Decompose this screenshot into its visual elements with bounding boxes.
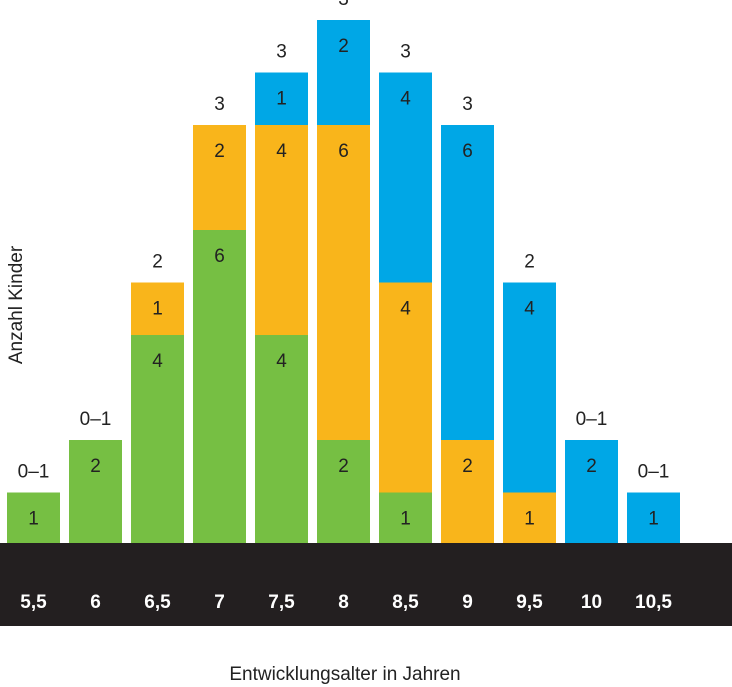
bar-segment (379, 72, 432, 283)
x-tick-label: 9,5 (516, 592, 543, 613)
bar-segment (131, 282, 184, 335)
bar-top-label: 3 (214, 94, 225, 115)
bar-segment (379, 492, 432, 545)
bar-value-label: 2 (90, 456, 101, 477)
bar-top-label: 3 (338, 0, 349, 10)
bar-segment (193, 230, 246, 545)
bar-top-label: 2 (524, 252, 535, 273)
x-axis-band (0, 543, 732, 626)
bar-top-label: 3 (400, 42, 411, 63)
y-axis-label: Anzahl Kinder (6, 245, 27, 364)
bar-value-label: 4 (400, 299, 411, 320)
bar-value-label: 1 (648, 509, 659, 530)
bar-value-label: 1 (400, 509, 411, 530)
bar-segment (131, 335, 184, 545)
bar-value-label: 6 (214, 246, 225, 267)
bar-segment (69, 440, 122, 545)
bar-value-label: 1 (276, 89, 287, 110)
bar-top-label: 0–1 (638, 462, 670, 483)
bar-segment (193, 125, 246, 230)
x-tick-label: 6,5 (144, 592, 171, 613)
bar-segment (255, 125, 308, 335)
bar-top-label: 0–1 (18, 462, 50, 483)
bar-value-label: 4 (524, 299, 535, 320)
x-tick-label: 10,5 (635, 592, 672, 613)
bar-value-label: 1 (28, 509, 39, 530)
bar-segment (255, 72, 308, 125)
x-tick-labels: 5,5 6 6,5 7 7,5 8 8,5 9 9,5 10 10,5 (20, 592, 672, 613)
bar-value-label: 4 (400, 89, 411, 110)
bar-value-label: 2 (586, 456, 597, 477)
bar-top-label: 2 (152, 252, 163, 273)
x-tick-label: 6 (90, 592, 101, 613)
bar-segment (441, 440, 494, 545)
x-tick-label: 7,5 (268, 592, 295, 613)
x-axis-label: Entwicklungsalter in Jahren (229, 664, 460, 685)
bar-top-label: 3 (276, 42, 287, 63)
bar-segment (317, 125, 370, 440)
x-tick-label: 10 (581, 592, 602, 613)
bar-segment (317, 440, 370, 545)
bars-layer: 1 0–1 2 0–1 4 1 2 6 2 3 4 4 1 3 2 6 2 3 1 4 4 3 2 6 3 1 4 2 2 0–1 1 0–1 (7, 0, 680, 545)
bar-value-label: 6 (338, 141, 349, 162)
bar-value-label: 4 (276, 141, 287, 162)
bar-value-label: 4 (152, 351, 163, 372)
bar-value-label: 1 (524, 509, 535, 530)
x-tick-label: 8,5 (392, 592, 419, 613)
x-tick-label: 8 (338, 592, 349, 613)
bar-value-label: 6 (462, 141, 473, 162)
bar-segment (503, 492, 556, 545)
bar-segment (441, 125, 494, 440)
bar-value-label: 2 (462, 456, 473, 477)
x-tick-label: 7 (214, 592, 225, 613)
bar-value-label: 2 (338, 36, 349, 57)
bar-top-label: 0–1 (576, 409, 608, 430)
x-tick-label: 5,5 (20, 592, 47, 613)
bar-segment (503, 282, 556, 493)
bar-top-label: 0–1 (80, 409, 112, 430)
bar-segment (379, 282, 432, 493)
bar-value-label: 2 (338, 456, 349, 477)
bar-segment (255, 335, 308, 545)
bar-segment (627, 492, 680, 545)
bar-segment (7, 492, 60, 545)
bar-segment (565, 440, 618, 545)
bar-top-label: 3 (462, 94, 473, 115)
bar-value-label: 2 (214, 141, 225, 162)
bar-segment (317, 20, 370, 125)
bar-value-label: 1 (152, 299, 163, 320)
bar-value-label: 4 (276, 351, 287, 372)
x-tick-label: 9 (462, 592, 473, 613)
